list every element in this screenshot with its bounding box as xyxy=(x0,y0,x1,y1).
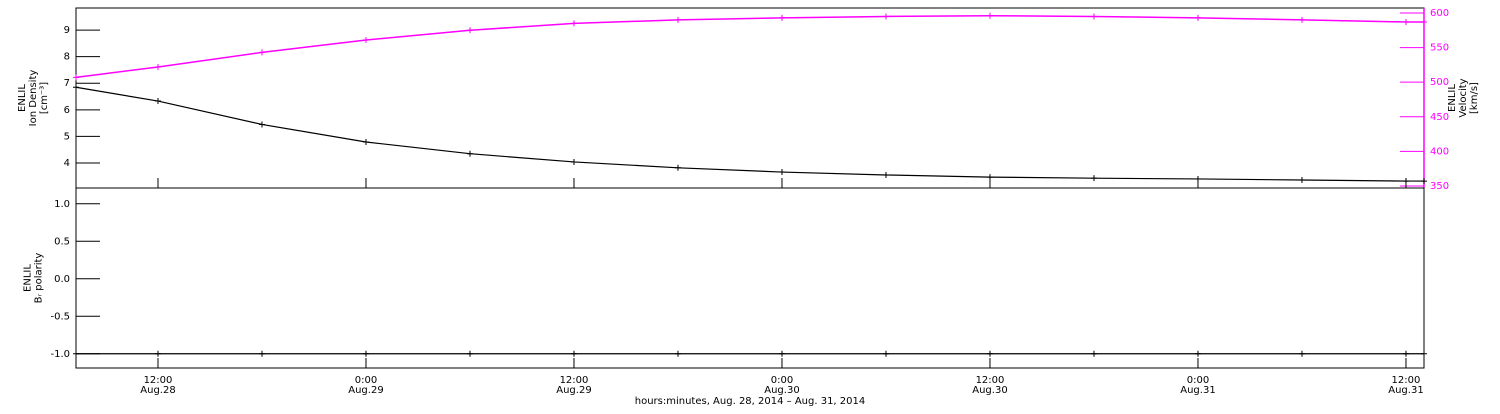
plot-frame xyxy=(75,187,1425,369)
marker xyxy=(1421,178,1427,185)
marker xyxy=(778,14,785,21)
x-tick-label: 12:00 xyxy=(560,375,589,386)
x-tick-label: 0:00 xyxy=(355,375,377,386)
marker xyxy=(1090,175,1097,182)
marker xyxy=(674,350,681,357)
marker xyxy=(1421,18,1427,25)
marker xyxy=(258,49,265,56)
x-tick-label: 12:00 xyxy=(144,375,173,386)
y-tick-label: 4 xyxy=(64,158,70,169)
y-tick-label: 5 xyxy=(64,131,70,142)
marker xyxy=(674,16,681,23)
marker xyxy=(1402,18,1409,25)
y-tick-label: 0.0 xyxy=(54,274,70,285)
marker xyxy=(674,164,681,171)
x-tick-label: 12:00 xyxy=(976,375,1005,386)
marker xyxy=(986,12,993,19)
marker xyxy=(1090,350,1097,357)
marker xyxy=(73,74,79,81)
marker xyxy=(882,350,889,357)
marker xyxy=(570,158,577,165)
marker xyxy=(154,98,161,105)
x-tick-date: Aug.31 xyxy=(1388,385,1423,396)
marker xyxy=(1194,350,1201,357)
marker xyxy=(154,350,161,357)
y-axis-label: Ion Density xyxy=(28,70,39,127)
marker xyxy=(362,36,369,43)
y-tick-label: -1.0 xyxy=(50,349,70,360)
marker xyxy=(570,350,577,357)
marker xyxy=(1194,175,1201,182)
marker xyxy=(1194,14,1201,21)
y2-tick-label: 400 xyxy=(1430,146,1449,157)
marker xyxy=(1298,16,1305,23)
x-axis-label: hours:minutes, Aug. 28, 2014 – Aug. 31, … xyxy=(635,396,866,407)
y-axis-label: ENLIL xyxy=(1447,84,1458,112)
y-axis-label: [cm⁻³] xyxy=(39,82,50,114)
marker xyxy=(1090,13,1097,20)
y-tick-label: 9 xyxy=(64,25,70,36)
marker xyxy=(73,350,79,357)
marker xyxy=(882,13,889,20)
y2-tick-label: 350 xyxy=(1430,181,1449,192)
y-axis-label: ENLIL xyxy=(23,264,34,292)
y-axis-label: [km/s] xyxy=(1469,82,1480,114)
x-tick-date: Aug.29 xyxy=(348,385,383,396)
marker xyxy=(154,63,161,70)
y-tick-label: 7 xyxy=(64,78,70,89)
y2-tick-label: 550 xyxy=(1430,43,1449,54)
marker xyxy=(466,150,473,157)
marker xyxy=(778,169,785,176)
x-tick-label: 0:00 xyxy=(771,375,793,386)
marker xyxy=(1298,177,1305,184)
x-tick-date: Aug.28 xyxy=(140,385,175,396)
x-tick-date: Aug.31 xyxy=(1180,385,1215,396)
y-axis-label: Velocity xyxy=(1458,78,1469,117)
marker xyxy=(73,84,79,91)
marker xyxy=(362,139,369,146)
x-tick-label: 0:00 xyxy=(1187,375,1209,386)
y-axis-label: ENLIL xyxy=(17,84,28,112)
y-tick-label: 8 xyxy=(64,52,70,63)
y-axis-label: Bᵣ polarity xyxy=(34,253,45,304)
y-tick-label: 1.0 xyxy=(54,199,70,210)
marker xyxy=(1421,350,1427,357)
y2-tick-label: 600 xyxy=(1430,8,1449,19)
marker xyxy=(986,174,993,181)
y-tick-label: 6 xyxy=(64,105,70,116)
y-tick-label: -0.5 xyxy=(50,311,70,322)
y-tick-label: 0.5 xyxy=(54,236,70,247)
marker xyxy=(258,121,265,128)
marker xyxy=(570,20,577,27)
x-tick-label: 12:00 xyxy=(1392,375,1421,386)
y2-tick-label: 500 xyxy=(1430,77,1449,88)
marker xyxy=(1402,178,1409,185)
marker xyxy=(466,27,473,34)
marker xyxy=(258,350,265,357)
marker xyxy=(1298,350,1305,357)
marker xyxy=(362,350,369,357)
marker xyxy=(882,171,889,178)
marker xyxy=(986,350,993,357)
x-tick-date: Aug.30 xyxy=(972,385,1007,396)
marker xyxy=(778,350,785,357)
y2-tick-label: 450 xyxy=(1430,112,1449,123)
x-tick-date: Aug.30 xyxy=(764,385,799,396)
x-tick-date: Aug.29 xyxy=(556,385,591,396)
marker xyxy=(1402,350,1409,357)
marker xyxy=(466,350,473,357)
